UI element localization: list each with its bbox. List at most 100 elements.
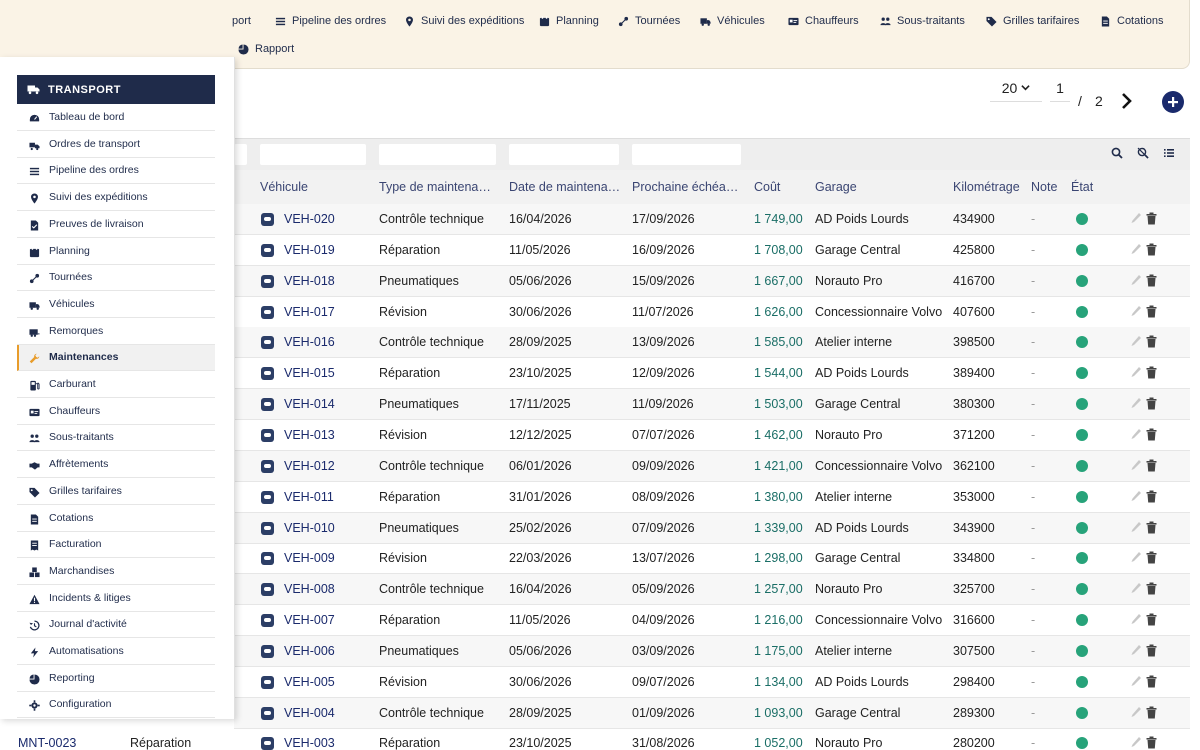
edit-icon[interactable] [1130,521,1142,534]
sidebar-item-suivi-des-expéditions[interactable]: Suivi des expéditions [17,185,215,212]
topbar-item-rapport[interactable]: Rapport [238,43,294,55]
edit-icon[interactable] [1130,335,1142,348]
delete-icon[interactable] [1146,366,1157,379]
table-row[interactable]: VEH-012 Contrôle technique 06/01/2026 09/09… [234,450,1190,482]
sidebar-item-configuration[interactable]: Configuration [17,692,215,719]
delete-icon[interactable] [1146,706,1157,719]
filter-input-vehicle[interactable] [260,144,366,165]
edit-icon[interactable] [1130,644,1142,657]
column-list-icon[interactable] [1163,147,1175,159]
table-row[interactable]: VEH-010 Pneumatiques 25/02/2026 07/09/2026 1… [234,512,1190,544]
delete-icon[interactable] [1146,428,1157,441]
search-icon[interactable] [1111,147,1123,159]
column-header-note[interactable]: Note [1031,180,1058,194]
page-size-select[interactable]: 20 [990,74,1042,102]
vehicle-link[interactable]: VEH-010 [284,520,335,535]
sidebar-item-carburant[interactable]: Carburant [17,372,215,398]
edit-icon[interactable] [1130,243,1142,256]
table-row[interactable]: VEH-009 Révision 22/03/2026 13/07/2026 1 298… [234,543,1190,575]
table-row[interactable]: VEH-011 Réparation 31/01/2026 08/09/2026 1 3… [234,482,1190,513]
current-page-input[interactable]: 1 [1050,74,1070,102]
topbar-item-suivi[interactable]: Suivi des expéditions [404,15,524,27]
filter-input-date[interactable] [509,144,619,165]
table-row[interactable]: VEH-003 Réparation 23/10/2025 31/08/2026 1 0… [234,728,1190,750]
vehicle-link[interactable]: VEH-012 [284,458,335,473]
table-row[interactable]: VEH-004 Contrôle technique 28/09/2025 01/09… [234,697,1190,729]
sidebar-item-maintenances[interactable]: Maintenances [17,345,215,372]
delete-icon[interactable] [1146,736,1157,749]
sidebar-item-pipeline-des-ordres[interactable]: Pipeline des ordres [17,158,215,185]
vehicle-link[interactable]: VEH-009 [284,551,335,566]
table-row[interactable]: VEH-008 Contrôle technique 16/04/2026 05/09… [234,574,1190,606]
vehicle-link[interactable]: VEH-007 [284,613,335,628]
delete-icon[interactable] [1146,305,1157,318]
topbar-item-tournees[interactable]: Tournées [618,15,680,27]
sidebar-item-preuves-de-livraison[interactable]: Preuves de livraison [17,212,215,238]
vehicle-link[interactable]: VEH-011 [284,489,334,504]
column-header-garage[interactable]: Garage [815,180,857,194]
filter-input-type[interactable] [379,144,496,165]
filter-input-next[interactable] [632,144,741,165]
table-row[interactable]: VEH-007 Réparation 11/05/2026 04/09/2026 1 2… [234,605,1190,637]
delete-icon[interactable] [1146,675,1157,688]
edit-icon[interactable] [1130,706,1142,719]
table-row[interactable]: VEH-020 Contrôle technique 16/04/2026 17/09… [234,204,1190,235]
edit-icon[interactable] [1130,459,1142,472]
delete-icon[interactable] [1146,613,1157,626]
vehicle-link[interactable]: VEH-013 [284,427,335,442]
topbar-item-sous-traitants[interactable]: Sous-traitants [880,15,965,27]
delete-icon[interactable] [1146,274,1157,287]
sidebar-item-planning[interactable]: Planning [17,239,215,265]
vehicle-link[interactable]: VEH-004 [284,705,335,720]
edit-icon[interactable] [1130,490,1142,503]
sidebar-item-cotations[interactable]: Cotations [17,506,215,532]
clear-filter-icon[interactable] [1137,147,1149,159]
sidebar-item-journal-d-activité[interactable]: Journal d'activité [17,612,215,639]
column-header-next[interactable]: Prochaine échéa… [632,180,739,194]
vehicle-link[interactable]: VEH-020 [284,212,335,226]
sidebar-item-facturation[interactable]: Facturation [17,532,215,559]
sidebar-item-automatisations[interactable]: Automatisations [17,639,215,665]
edit-icon[interactable] [1130,274,1142,287]
vehicle-link[interactable]: VEH-003 [284,736,335,750]
edit-icon[interactable] [1130,397,1142,410]
topbar-item-cotations[interactable]: Cotations [1100,15,1163,27]
sidebar-item-affrètements[interactable]: Affrètements [17,452,215,479]
sidebar-item-chauffeurs[interactable]: Chauffeurs [17,399,215,425]
topbar-item-grilles[interactable]: Grilles tarifaires [986,15,1079,27]
delete-icon[interactable] [1146,551,1157,564]
edit-icon[interactable] [1130,428,1142,441]
sidebar-item-remorques[interactable]: Remorques [17,319,215,345]
topbar-item-pipeline[interactable]: Pipeline des ordres [275,15,386,27]
vehicle-link[interactable]: VEH-006 [284,643,335,658]
vehicle-link[interactable]: VEH-018 [284,273,335,288]
table-row[interactable]: VEH-014 Pneumatiques 17/11/2025 11/09/2026 1… [234,389,1190,421]
sidebar-item-marchandises[interactable]: Marchandises [17,559,215,585]
delete-icon[interactable] [1146,459,1157,472]
topbar-item-planning[interactable]: Planning [539,15,599,27]
delete-icon[interactable] [1146,243,1157,256]
edit-icon[interactable] [1130,366,1142,379]
delete-icon[interactable] [1146,644,1157,657]
delete-icon[interactable] [1146,582,1157,595]
topbar-item-vehicules[interactable]: Véhicules [700,15,765,27]
sidebar-item-ordres-de-transport[interactable]: Ordres de transport [17,132,215,158]
add-button[interactable] [1162,91,1184,113]
filter-input-ref[interactable] [234,144,247,165]
table-row[interactable]: VEH-016 Contrôle technique 28/09/2025 13/09… [234,327,1190,359]
edit-icon[interactable] [1130,551,1142,564]
sidebar-item-sous-traitants[interactable]: Sous-traitants [17,425,215,452]
sidebar-item-grilles-tarifaires[interactable]: Grilles tarifaires [17,479,215,505]
column-header-type[interactable]: Type de maintena… [379,180,491,194]
delete-icon[interactable] [1146,212,1157,225]
table-row[interactable]: VEH-013 Révision 12/12/2025 07/07/2026 1 462… [234,420,1190,451]
vehicle-link[interactable]: VEH-016 [284,335,335,350]
edit-icon[interactable] [1130,736,1142,749]
topbar-item-chauffeurs[interactable]: Chauffeurs [788,15,859,27]
vehicle-link[interactable]: VEH-015 [284,366,335,381]
delete-icon[interactable] [1146,521,1157,534]
column-header-cost[interactable]: Coût [754,180,781,194]
sidebar-item-incidents-litiges[interactable]: Incidents & litiges [17,586,215,612]
edit-icon[interactable] [1130,212,1142,225]
edit-icon[interactable] [1130,675,1142,688]
